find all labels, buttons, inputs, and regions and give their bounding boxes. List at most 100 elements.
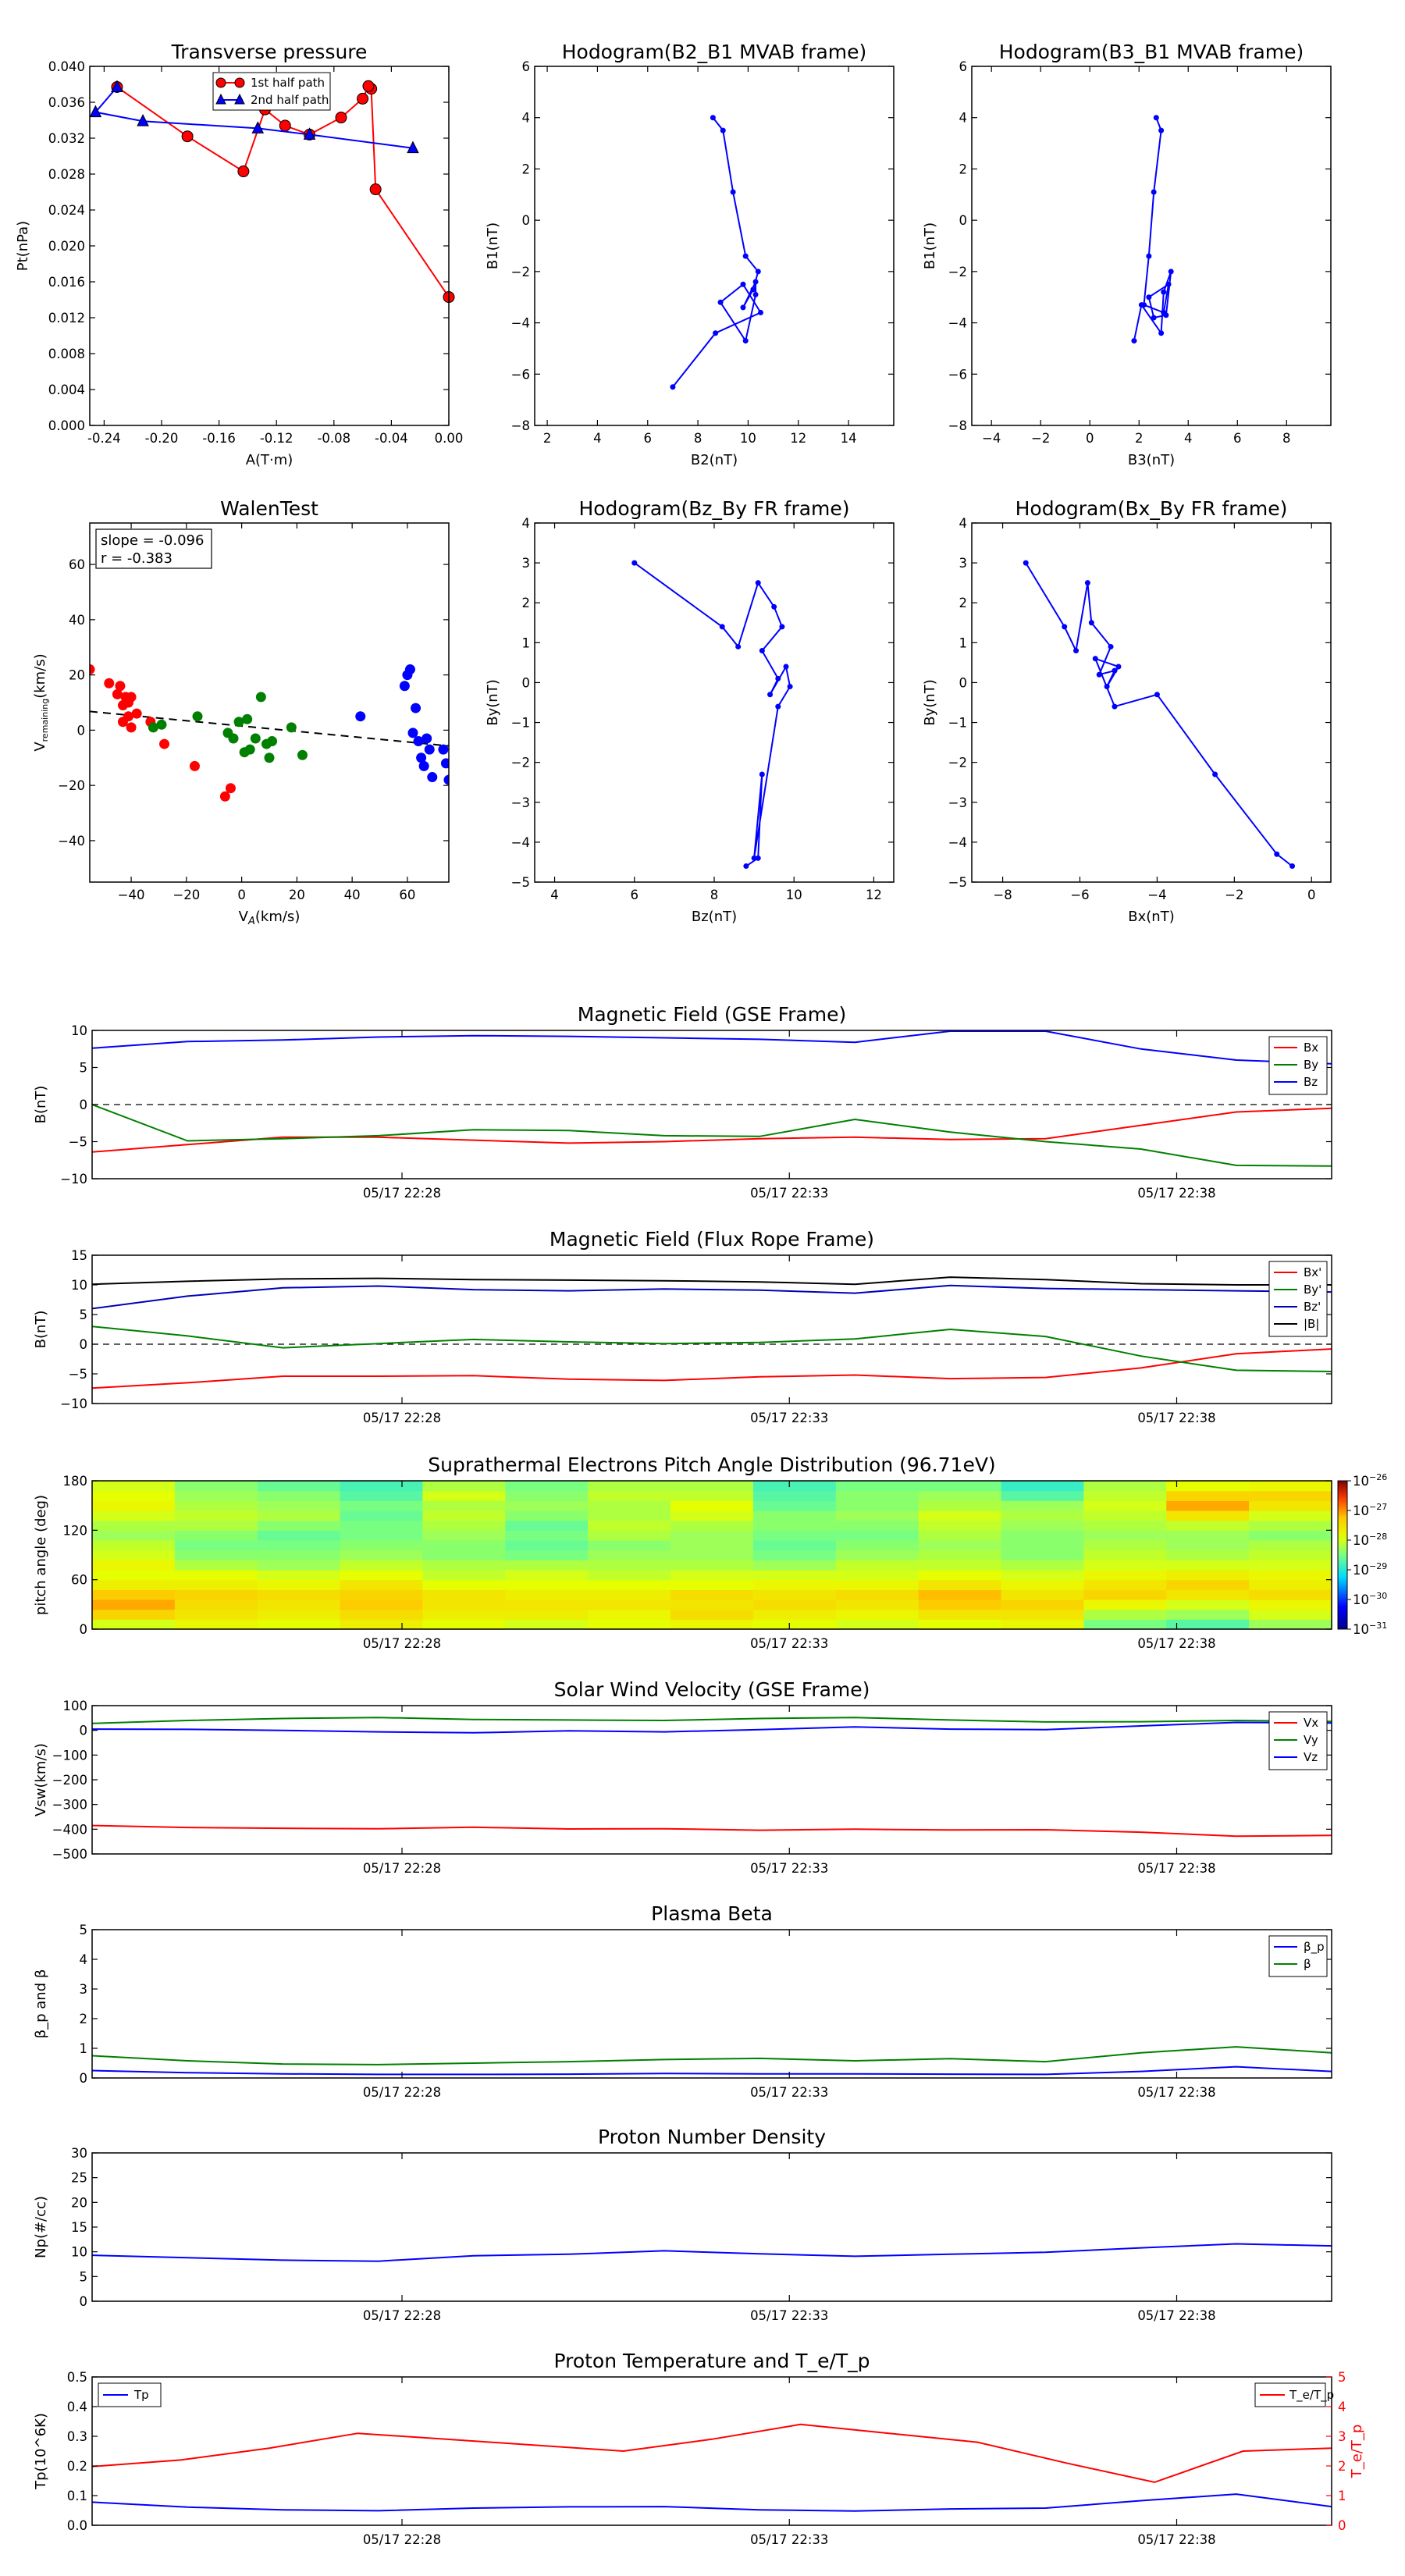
pad-cell [588,1619,671,1630]
pad-cell [1166,1530,1250,1541]
pad-cell [1083,1589,1167,1600]
temp-frame [91,2376,1332,2526]
h4-xtick-label: −8 [993,888,1012,902]
tp-xtick-label: -0.20 [145,431,179,446]
chart-beta: Plasma Beta 0 1 2 3 4 5 05/17 22:28 05/17 22:33 0… [33,1902,1332,2100]
h4-point [1088,620,1094,626]
pad-cell [918,1520,1002,1531]
walen-point [355,711,366,722]
pad-cell [505,1520,589,1531]
pad-cell [340,1481,424,1492]
pad-cell [92,1579,176,1590]
walen-point [407,728,418,738]
walen-point [422,733,432,744]
mag_fr-legend-label: Bx' [1304,1265,1321,1279]
tp-ytick-label: 0.036 [48,95,85,110]
h2-ytick-label: −2 [948,265,967,279]
pad-colorbar-base: 10 [1353,1563,1369,1578]
pad-cell [752,1589,837,1600]
temp-ytick-label: 0.4 [67,2400,87,2414]
h1-point [670,384,676,390]
pad-cell [505,1589,589,1600]
pad-cell [1083,1500,1167,1511]
beta-ytick-label: 2 [80,2012,88,2026]
pad-cell [257,1530,341,1541]
chart-walen: WalenTest −40 −20 0 20 40 60 −40 −20 0 20 40 60 Vrema… [32,497,450,927]
h1-point [717,299,724,305]
beta-ytick-label: 4 [80,1952,88,1967]
pad-cell [92,1500,176,1511]
walen-ytick-label: 60 [69,557,85,572]
pad-cell [918,1589,1002,1600]
beta-ylabel: β_p and β [33,1969,49,2039]
pad-cell [752,1550,837,1560]
pad-cell [505,1530,589,1541]
pad-cell [505,1599,589,1610]
pad-cell [340,1520,424,1531]
pad-cell [1249,1540,1332,1551]
chart-h2: Hodogram(B3_B1 MVAB frame) −8 −6 −4 −2 0 2 4 6 −4… [922,41,1332,468]
pad-cell [1166,1481,1250,1492]
mag_gse-ylabel: B(nT) [33,1086,49,1124]
pad-cell [1001,1490,1084,1501]
walen-point [104,678,115,688]
pad-cell [92,1490,176,1501]
h3-ytick-label: 2 [522,596,531,610]
mag_gse-title: Magnetic Field (GSE Frame) [578,1003,846,1026]
mag_fr-series-line [92,1284,1332,1310]
h1-series-line [672,117,762,388]
h1-xtick-label: 14 [841,431,857,446]
walen-ylabel-main: V [32,742,48,752]
walen-xtick-label: −20 [173,888,200,902]
h4-point [1154,692,1160,698]
pad-cell [505,1481,589,1492]
h3-xlabel: Bz(nT) [692,909,737,925]
pad-cell [588,1500,671,1511]
walen-xlabel-main: V [239,909,249,925]
temp-ytick2-label: 0 [1338,2518,1346,2533]
beta-title: Plasma Beta [651,1902,773,1925]
h3-plot-area [631,560,793,870]
np-ytick-label: 30 [71,2146,87,2161]
walen-xtick-label: 20 [289,888,305,902]
mag_fr-series-line [92,1325,1332,1372]
beta-series-line [92,2065,1332,2076]
pad-colorbar-base: 10 [1353,1622,1369,1637]
pad-cell [835,1579,919,1590]
h3-xtick-label: 8 [710,888,719,902]
pad-cell [92,1530,176,1541]
pad-cell [257,1560,341,1571]
h3-point [719,624,725,630]
mag_gse-series-line [92,1104,1332,1167]
np-frame [91,2152,1332,2302]
pad-cell [1083,1550,1167,1560]
tp-point [251,121,265,133]
pad-cell [835,1589,919,1600]
h3-point [783,664,789,670]
pad-cell [257,1550,341,1560]
pad-cell [340,1560,424,1571]
pad-cell [505,1619,589,1630]
mag_gse-ytick-label: 10 [71,1023,87,1038]
np-xtick-label: 05/17 22:33 [750,2308,828,2323]
mag_fr-ytick-label: −10 [60,1397,87,1411]
chart-pad: Suprathermal Electrons Pitch Angle Distr… [33,1453,1387,1651]
walen-point [126,722,137,733]
pad-ytick-label: 120 [63,1523,88,1538]
walen-point [225,783,236,794]
tp-point [111,80,123,92]
tp-xtick-label: 0.00 [435,431,464,446]
h2-xtick-label: 8 [1282,431,1291,446]
h2-point [1168,269,1174,275]
pad-cell [505,1510,589,1521]
pad-cell [174,1490,258,1501]
walen-point [90,664,95,675]
pad-cell [422,1619,506,1630]
h1-point [750,286,756,293]
walen-point [244,744,255,755]
pad-cell [92,1619,176,1630]
pad-cell [174,1550,258,1560]
pad-cell [588,1589,671,1600]
temp-ylabel: Tp(10^6K) [33,2413,49,2490]
h4-xtick-label: −2 [1225,888,1243,902]
